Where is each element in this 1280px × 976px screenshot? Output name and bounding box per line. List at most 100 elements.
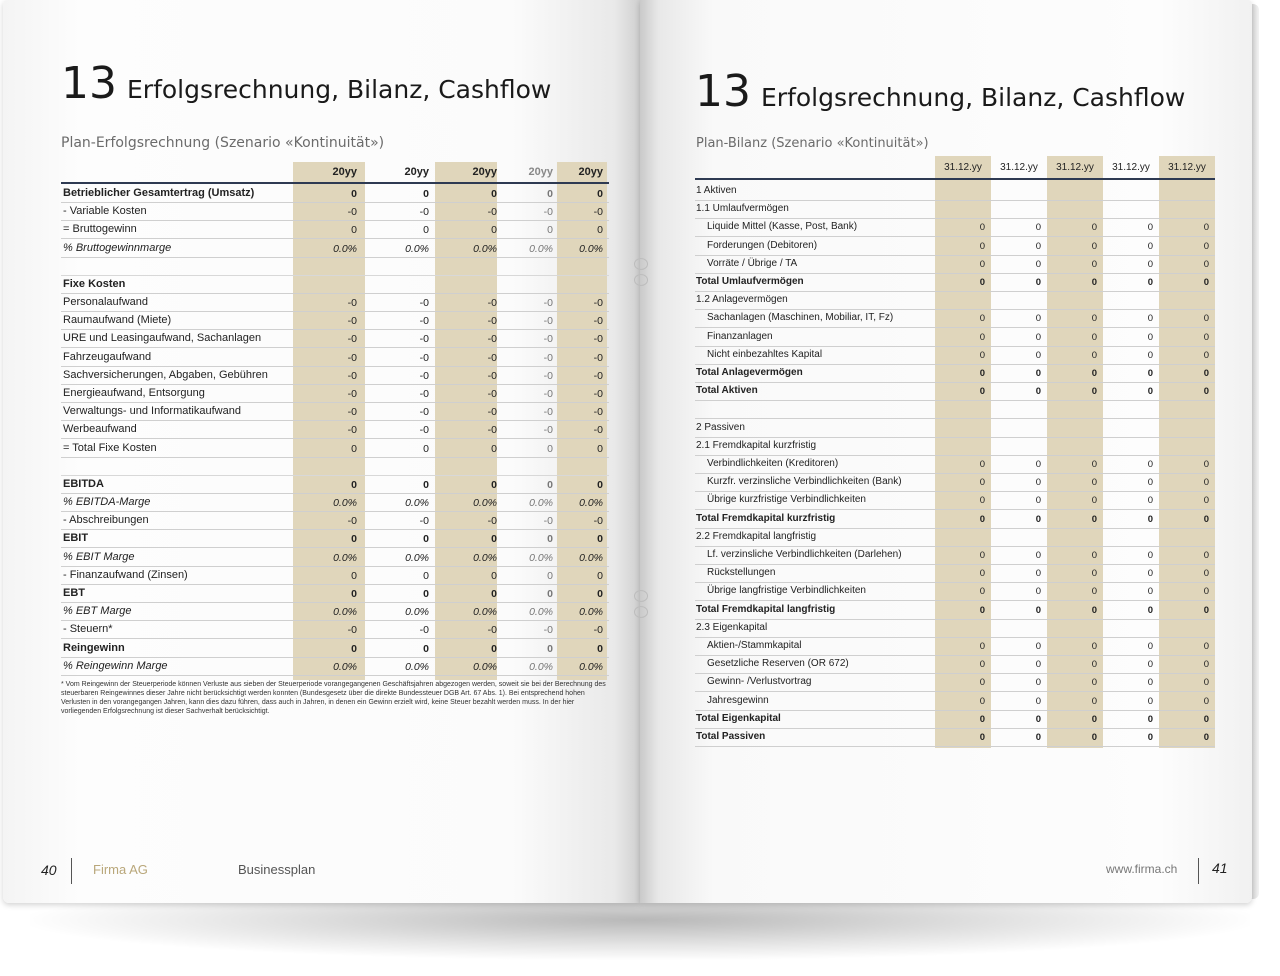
row-label: Total Fremdkapital langfristig xyxy=(696,603,836,615)
table-cell: 0 xyxy=(1091,258,1097,270)
table-cell: 0 xyxy=(979,331,985,343)
row-label: Verwaltungs- und Informatikaufwand xyxy=(63,405,241,418)
table-cell: 0 xyxy=(979,659,985,671)
table-cell: 0.0% xyxy=(405,242,429,255)
table-row: Aktien-/Stammkapital 0 0 0 0 0 xyxy=(695,637,1215,656)
table-row xyxy=(61,257,609,276)
table-cell: 0 xyxy=(1147,568,1153,580)
table-cell: 0 xyxy=(1147,349,1153,361)
table-cell: 0.0% xyxy=(405,660,429,673)
table-cell: 0 xyxy=(423,569,429,582)
table-cell: 0 xyxy=(491,442,497,455)
table-row: Lf. verzinsliche Verbindlichkeiten (Darl… xyxy=(695,546,1215,565)
table-row: Total Anlagevermögen 0 0 0 0 0 xyxy=(695,364,1215,383)
table-cell: 0 xyxy=(1091,313,1097,325)
table-cell: 0 xyxy=(547,442,553,455)
table-cell: 0.0% xyxy=(529,660,553,673)
table-cell: 0 xyxy=(547,533,553,546)
table-row: Liquide Mittel (Kasse, Post, Bank) 0 0 0 0 0 xyxy=(695,218,1215,238)
table-cell: -0 xyxy=(347,297,357,309)
table-cell: 0 xyxy=(1147,732,1153,743)
row-label: = Bruttogewinn xyxy=(63,223,137,236)
table-cell: 0 xyxy=(1147,331,1153,343)
table-cell: 0.0% xyxy=(529,606,553,619)
row-label: Rückstellungen xyxy=(707,567,776,579)
table-cell: 0 xyxy=(423,478,429,491)
table-row: % EBITDA-Marge 0.0% 0.0% 0.0% 0.0% 0.0% xyxy=(61,493,609,512)
table-row: Fahrzeugaufwand -0 -0 -0 -0 -0 xyxy=(61,348,609,367)
table-cell: -0 xyxy=(593,515,603,528)
table-cell: -0 xyxy=(347,206,357,219)
table-cell: 0 xyxy=(979,677,985,689)
column-header: 20yy xyxy=(332,166,357,178)
table-cell: -0 xyxy=(419,297,429,309)
table-row: 2 Passiven xyxy=(695,419,1215,438)
table-cell: -0 xyxy=(543,297,553,309)
binding-ring xyxy=(634,258,648,270)
table-cell: -0 xyxy=(487,406,497,419)
table-cell: 0 xyxy=(1091,349,1097,361)
table-cell: -0 xyxy=(419,315,429,328)
table-cell: 0 xyxy=(1147,586,1153,598)
table-cell: 0 xyxy=(1147,604,1153,616)
table-cell: 0 xyxy=(423,188,429,200)
table-cell: 0 xyxy=(491,569,497,582)
table-cell: 0 xyxy=(1035,495,1041,507)
table-cell: 0 xyxy=(1147,459,1153,470)
left-chapter-heading: 13 Erfolgsrechnung, Bilanz, Cashflow xyxy=(61,58,551,109)
table-cell: 0 xyxy=(1091,477,1097,489)
table-row: Übrige kurzfristige Verbindlichkeiten 0 0 0… xyxy=(695,491,1215,511)
table-cell: 0.0% xyxy=(333,660,357,673)
row-label: Raumaufwand (Miete) xyxy=(63,314,172,327)
table-cell: 0 xyxy=(547,188,553,200)
footer-document-title: Businessplan xyxy=(238,862,316,877)
row-label: Nicht einbezahltes Kapital xyxy=(707,348,823,360)
table-cell: -0 xyxy=(487,515,497,528)
right-table-header: 31.12.yy 31.12.yy 31.12.yy 31.12.yy 31.12.yy xyxy=(695,156,1215,180)
table-cell: -0 xyxy=(593,333,603,346)
table-cell: 0 xyxy=(491,533,497,546)
table-cell: 0 xyxy=(597,224,603,237)
table-cell: 0 xyxy=(597,588,603,600)
table-cell: 0 xyxy=(351,478,357,491)
row-label: EBIT xyxy=(63,532,89,545)
row-label: Reingewinn xyxy=(63,641,125,654)
table-cell: 0 xyxy=(1035,732,1041,743)
row-label: Liquide Mittel (Kasse, Post, Bank) xyxy=(707,221,858,233)
right-chapter-title: Erfolgsrechnung, Bilanz, Cashflow xyxy=(761,83,1186,112)
table-cell: 0 xyxy=(1203,277,1209,288)
table-cell: 0 xyxy=(1035,349,1041,361)
table-cell: 0 xyxy=(1091,222,1097,234)
row-label: 2.2 Fremdkapital langfristig xyxy=(696,530,817,542)
table-cell: 0 xyxy=(351,533,357,546)
table-cell: -0 xyxy=(347,388,357,400)
table-cell: 0 xyxy=(1091,677,1097,689)
table-cell: -0 xyxy=(543,424,553,437)
table-cell: 0 xyxy=(423,588,429,600)
table-cell: -0 xyxy=(543,624,553,637)
row-label: 2.1 Fremdkapital kurzfristig xyxy=(696,439,817,451)
table-cell: 0 xyxy=(1035,240,1041,252)
table-cell: 0.0% xyxy=(579,660,603,673)
table-cell: 0 xyxy=(1091,586,1097,598)
table-cell: 0 xyxy=(979,568,985,580)
column-header: 31.12.yy xyxy=(944,162,982,173)
row-label: Vorräte / Übrige / TA xyxy=(707,257,798,269)
table-cell: 0 xyxy=(1203,677,1209,689)
table-cell: 0 xyxy=(491,588,497,600)
table-row: Werbeaufwand -0 -0 -0 -0 -0 xyxy=(61,420,609,440)
table-cell: -0 xyxy=(487,624,497,637)
table-cell: 0 xyxy=(1147,641,1153,652)
table-row: EBT 0 0 0 0 0 xyxy=(61,584,609,603)
table-cell: -0 xyxy=(419,515,429,528)
table-cell: 0 xyxy=(1203,240,1209,252)
table-row: 2.2 Fremdkapital langfristig xyxy=(695,528,1215,547)
table-cell: -0 xyxy=(543,388,553,400)
table-cell: -0 xyxy=(419,624,429,637)
table-cell: 0 xyxy=(1203,495,1209,507)
table-cell: 0 xyxy=(1035,713,1041,725)
table-cell: -0 xyxy=(543,206,553,219)
table-row: Jahresgewinn 0 0 0 0 0 xyxy=(695,692,1215,711)
table-cell: 0 xyxy=(979,495,985,507)
table-row xyxy=(695,400,1215,420)
